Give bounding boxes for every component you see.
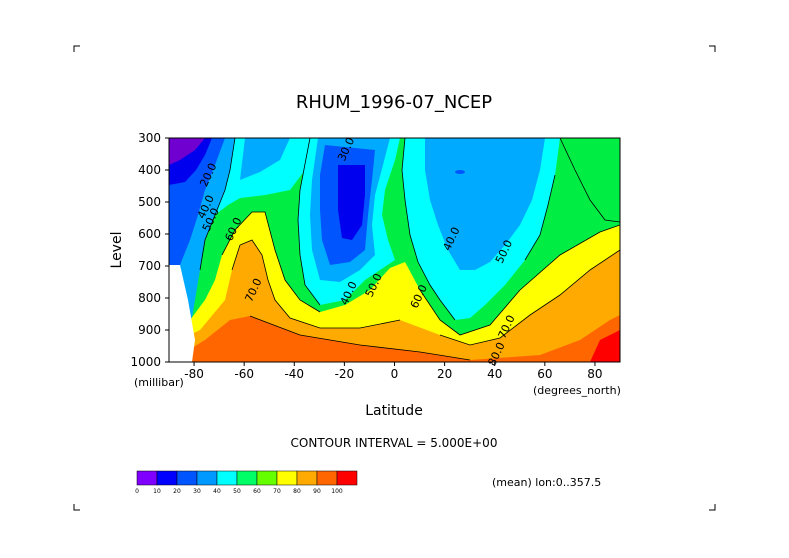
colorbar-label: 90 — [313, 488, 321, 495]
region-fill — [240, 138, 290, 180]
y-tick-label: 500 — [138, 195, 161, 209]
mean-longitude-text: (mean) lon:0..357.5 — [492, 476, 601, 489]
colorbar-label: 0 — [135, 488, 139, 495]
region-fill — [590, 330, 620, 362]
colorbar-label: 10 — [153, 488, 161, 495]
x-tick-label: -40 — [284, 367, 304, 381]
y-tick-label: 800 — [138, 291, 161, 305]
x-tick-label: 40 — [487, 367, 502, 381]
region-fill — [215, 138, 310, 215]
x-tick-label: -80 — [184, 367, 204, 381]
region-fill — [169, 138, 205, 165]
colorbar-label: 20 — [173, 488, 181, 495]
colorbar-label: 40 — [213, 488, 221, 495]
colorbar-swatch — [256, 470, 278, 486]
colorbar-swatch — [136, 470, 158, 486]
colorbar-swatch — [276, 470, 298, 486]
colorbar-label: 100 — [331, 488, 343, 495]
colorbar-swatch — [316, 470, 338, 486]
y-tick-label: 1000 — [130, 355, 161, 369]
region-fill — [455, 170, 465, 174]
x-tick-label: 20 — [437, 367, 452, 381]
x-unit-label: (degrees_north) — [533, 384, 621, 397]
x-axis: -80 -60 -40 -20 0 20 40 60 80 — [184, 362, 603, 381]
colorbar-label: 30 — [193, 488, 201, 495]
x-tick-label: 60 — [537, 367, 552, 381]
y-axis: 300 400 500 600 700 800 900 1000 — [130, 131, 169, 369]
chart-title: RHUM_1996-07_NCEP — [296, 92, 492, 113]
colorbar-label: 60 — [253, 488, 261, 495]
x-tick-label: -60 — [234, 367, 254, 381]
colorbar-label: 70 — [273, 488, 281, 495]
y-tick-label: 900 — [138, 323, 161, 337]
colorbar-label: 80 — [293, 488, 301, 495]
region-fill — [338, 165, 365, 240]
y-tick-label: 700 — [138, 259, 161, 273]
x-tick-label: -20 — [335, 367, 355, 381]
y-tick-label: 300 — [138, 131, 161, 145]
corner-mark — [73, 504, 80, 511]
colorbar: 0 10 20 30 40 50 60 70 80 90 100 — [135, 470, 358, 495]
colorbar-swatch — [336, 470, 358, 486]
colorbar-swatch — [196, 470, 218, 486]
y-axis-label: Level — [109, 232, 125, 269]
region-fill — [169, 315, 620, 362]
corner-mark — [709, 45, 716, 52]
plot-area — [169, 138, 620, 362]
colorbar-swatch — [156, 470, 178, 486]
contour-lines — [199, 138, 620, 361]
corner-mark — [709, 504, 716, 511]
y-tick-label: 600 — [138, 227, 161, 241]
x-tick-label: 80 — [587, 367, 602, 381]
contour-interval-text: CONTOUR INTERVAL = 5.000E+00 — [291, 436, 498, 450]
corner-mark — [73, 45, 80, 52]
y-unit-label: (millibar) — [134, 376, 184, 389]
region-fill — [425, 138, 545, 270]
colorbar-swatch — [296, 470, 318, 486]
x-axis-label: Latitude — [365, 403, 423, 419]
y-tick-label: 400 — [138, 163, 161, 177]
colorbar-swatch — [236, 470, 258, 486]
x-tick-label: 0 — [391, 367, 399, 381]
colorbar-swatch — [176, 470, 198, 486]
missing-data-area — [169, 265, 195, 362]
colorbar-swatch — [216, 470, 238, 486]
colorbar-label: 50 — [233, 488, 241, 495]
